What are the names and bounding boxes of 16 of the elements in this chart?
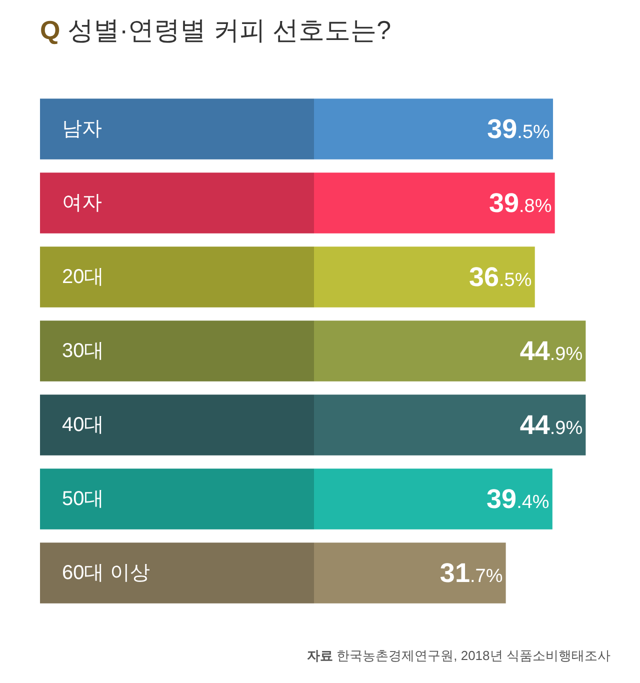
data-label: 39.5% [487,114,550,144]
text: 자료 한국농촌경제연구원, 2018년 식품소비행태조사 [307,648,610,663]
data-label: 44.9% [520,410,583,440]
y-tick-label: 30대 [62,340,104,362]
data-label: 39.4% [486,484,550,514]
y-tick-label: 20대 [62,266,104,288]
data-label: 31.7% [440,558,503,588]
chart-title: Q 성별·연령별 커피 선호도는? [40,15,392,46]
data-label: 36.5% [468,262,532,292]
y-tick-label: 여자 [62,192,102,214]
y-tick-label: 60대 이상 [62,562,150,584]
y-tick-label: 50대 [62,488,104,510]
data-label: 39.8% [488,188,552,218]
y-tick-label: 40대 [62,414,104,436]
y-tick-label: 남자 [62,118,102,140]
data-label: 44.9% [520,336,583,366]
